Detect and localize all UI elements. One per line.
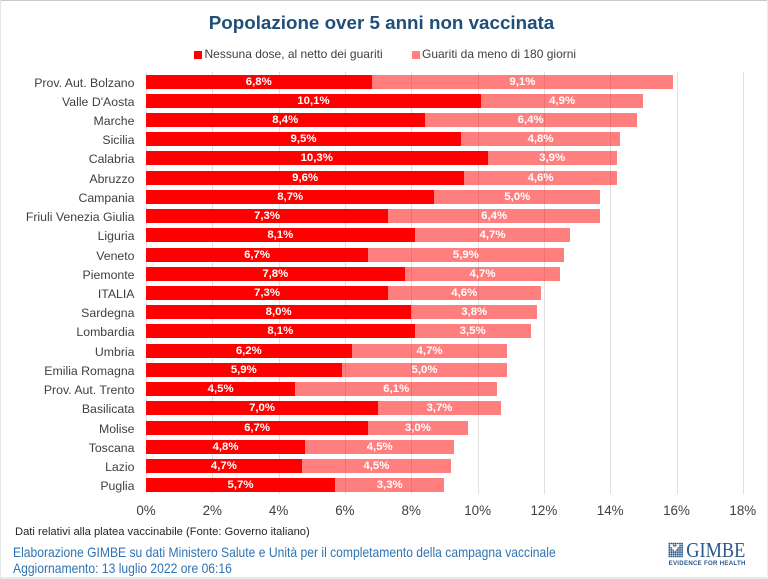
svg-text:EVIDENCE FOR HEALTH: EVIDENCE FOR HEALTH — [669, 560, 746, 567]
svg-text:GIMBE: GIMBE — [686, 540, 745, 562]
